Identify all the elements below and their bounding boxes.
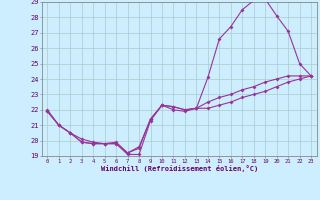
X-axis label: Windchill (Refroidissement éolien,°C): Windchill (Refroidissement éolien,°C) [100,165,258,172]
